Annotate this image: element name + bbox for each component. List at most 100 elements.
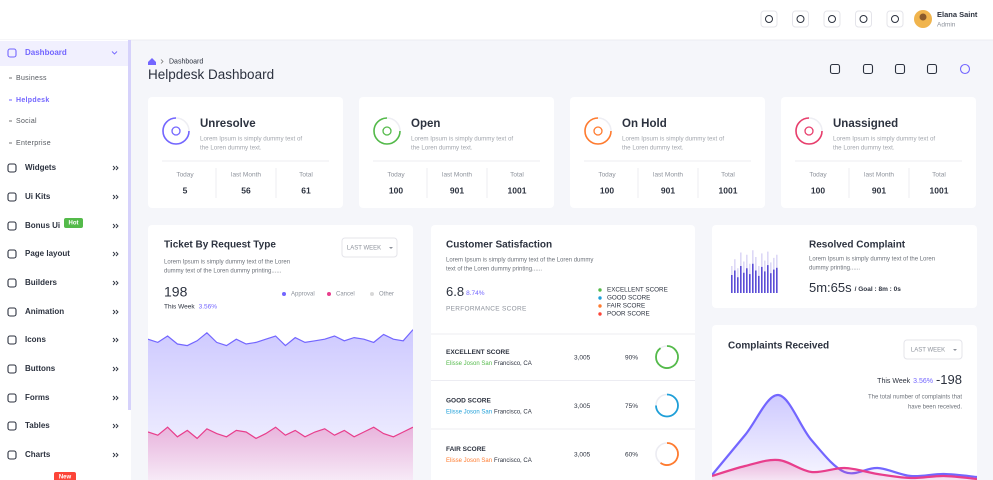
- filter-button[interactable]: [341, 237, 398, 258]
- row-person: Elisse Joson San Francisco, CA: [446, 409, 532, 415]
- breadcrumb-separator: [160, 59, 164, 64]
- header: [0, 0, 993, 40]
- stat-label: Total: [510, 172, 524, 179]
- menu-item[interactable]: Page layout: [25, 249, 70, 258]
- change-value: 8.74%: [466, 290, 485, 297]
- menu-item[interactable]: Builders: [25, 278, 58, 287]
- line: [148, 426, 413, 440]
- filter-button[interactable]: [903, 339, 963, 360]
- stat-value: 1001: [508, 185, 527, 195]
- stat-value: 1001: [719, 185, 738, 195]
- legend-dot: [598, 296, 602, 300]
- submenu-item[interactable]: Business: [16, 75, 47, 82]
- badge: [54, 472, 76, 480]
- submenu-item[interactable]: Social: [16, 118, 37, 125]
- legend-dot: [598, 312, 602, 316]
- header-icon-button[interactable]: [823, 10, 841, 28]
- stat-label: last Month: [231, 172, 261, 179]
- stat-label: last Month: [442, 172, 472, 179]
- card-description: text of the Loren dummy printing......: [446, 267, 542, 273]
- stat-description: Lorem Ipsum is simply dummy text of: [200, 136, 302, 143]
- menu-item[interactable]: Tables: [25, 421, 50, 430]
- menu-item[interactable]: Icons: [25, 335, 46, 344]
- legend-label: EXCELLENT SCORE: [607, 287, 668, 294]
- menu-item[interactable]: Ui Kits: [25, 192, 51, 201]
- stat-icon-arc: [162, 117, 190, 145]
- menu-icon: [7, 307, 17, 317]
- menu-item[interactable]: Forms: [25, 393, 50, 402]
- row-count: 3,005: [574, 355, 591, 362]
- header-icon-button[interactable]: [792, 10, 809, 28]
- header-icon-button[interactable]: [886, 10, 904, 28]
- area: [148, 427, 413, 480]
- card-title: Ticket By Request Type: [164, 240, 276, 251]
- bar: [761, 266, 763, 293]
- menu-chevron: [112, 452, 119, 458]
- stat-value: 1001: [930, 185, 949, 195]
- complaints-chart: [712, 393, 977, 480]
- stat-title: Unresolve: [200, 118, 256, 130]
- menu-item[interactable]: Buttons: [25, 364, 56, 373]
- stat-value: 56: [241, 185, 251, 195]
- score-value: 6.8: [446, 284, 464, 299]
- menu-chevron: [112, 337, 119, 343]
- filter-caret: [953, 349, 957, 351]
- bar: [770, 273, 772, 293]
- ring: [655, 393, 679, 418]
- toolbar-icon[interactable]: [959, 63, 971, 75]
- stat-title: Unassigned: [833, 118, 898, 130]
- menu-item[interactable]: Charts: [25, 450, 51, 459]
- menu-chevron: [112, 423, 119, 429]
- toolbar-icon[interactable]: [926, 63, 938, 75]
- row-location: Francisco, CA: [494, 409, 532, 415]
- stat-icon: [171, 126, 181, 136]
- row-location: Francisco, CA: [494, 458, 532, 464]
- stat-title: On Hold: [622, 118, 667, 130]
- breadcrumb: Dashboard: [169, 58, 203, 65]
- bar: [752, 263, 754, 293]
- header-icon-button[interactable]: [760, 10, 778, 28]
- stat-description: the Loren dummy text.: [411, 145, 473, 152]
- legend-label: FAIR SCORE: [607, 303, 645, 310]
- card-description: Lorem Ipsum is simply dummy text of the …: [164, 260, 290, 266]
- stat-description: the Loren dummy text.: [833, 145, 895, 152]
- row-name: Elisse Joson San: [446, 458, 492, 464]
- menu-item[interactable]: Widgets: [25, 163, 57, 172]
- menu-icon: [7, 393, 17, 403]
- badge: [64, 218, 83, 228]
- toolbar-icon[interactable]: [829, 63, 841, 75]
- stat-icon-arc: [584, 117, 612, 145]
- menu-icon: [7, 163, 17, 173]
- menu-chevron: [112, 309, 119, 315]
- submenu-item[interactable]: Helpdesk: [16, 97, 50, 104]
- header-icon-button[interactable]: [855, 10, 872, 28]
- stat-icon-arc: [795, 117, 823, 145]
- legend-dot: [370, 292, 374, 296]
- row-percent: 75%: [625, 403, 638, 410]
- stat-title: Open: [411, 118, 440, 130]
- satisfaction-card: [431, 225, 695, 480]
- legend-dot: [327, 292, 331, 296]
- header-icon: [859, 15, 868, 23]
- bar: [743, 272, 745, 293]
- card-description: The total number of complaints that: [868, 395, 962, 401]
- goal-value: / Goal : 8m : 0s: [855, 286, 902, 293]
- toolbar-icon[interactable]: [862, 63, 874, 75]
- stat-description: the Loren dummy text.: [622, 145, 684, 152]
- menu-item[interactable]: Dashboard: [25, 48, 67, 57]
- stat-label: Today: [176, 172, 194, 179]
- card-description: Lorem Ipsum is simply dummy text of the …: [446, 258, 593, 264]
- submenu-item[interactable]: Enterprise: [16, 140, 51, 147]
- row-person: Elisse Joson San Francisco, CA: [446, 361, 532, 367]
- user-name: Elana Saint: [937, 10, 978, 19]
- stat-card: [359, 97, 554, 208]
- bar: [764, 271, 766, 293]
- menu-icon: [7, 335, 17, 345]
- menu-item[interactable]: Bonus Ui: [25, 221, 60, 230]
- toolbar-icon[interactable]: [894, 63, 906, 75]
- bar: [767, 265, 769, 293]
- row-count: 3,005: [574, 403, 591, 410]
- menu-item[interactable]: Animation: [25, 307, 64, 316]
- header-icon: [891, 15, 899, 23]
- stat-value: 100: [600, 185, 614, 195]
